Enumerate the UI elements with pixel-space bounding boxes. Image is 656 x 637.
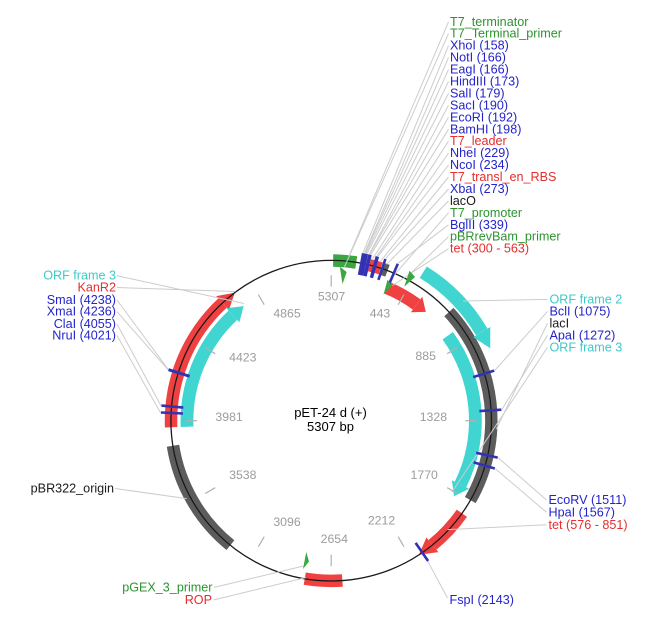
svg-text:XmaI (4236): XmaI (4236): [47, 305, 116, 319]
svg-text:BamHI (198): BamHI (198): [450, 122, 521, 136]
svg-text:HindIII (173): HindIII (173): [450, 75, 519, 89]
svg-text:EcoRV (1511): EcoRV (1511): [549, 493, 627, 507]
svg-text:1770: 1770: [411, 468, 439, 482]
svg-text:tet (300 - 563): tet (300 - 563): [450, 242, 529, 256]
svg-text:EcoRI (192): EcoRI (192): [450, 110, 517, 124]
svg-text:2212: 2212: [368, 514, 396, 528]
svg-text:SacI (190): SacI (190): [450, 98, 508, 112]
svg-text:5307: 5307: [318, 290, 346, 304]
svg-text:NcoI (234): NcoI (234): [450, 158, 509, 172]
svg-text:SalI (179): SalI (179): [450, 86, 505, 100]
svg-text:SmaI (4238): SmaI (4238): [47, 293, 116, 307]
svg-text:ORF frame 3: ORF frame 3: [550, 340, 623, 354]
svg-text:XhoI (158): XhoI (158): [450, 39, 509, 53]
svg-text:lacI: lacI: [550, 316, 570, 330]
svg-text:4423: 4423: [229, 351, 257, 365]
svg-text:BglII (339): BglII (339): [450, 218, 508, 232]
svg-text:EagI (166): EagI (166): [450, 63, 509, 77]
svg-text:T7_promoter: T7_promoter: [450, 206, 522, 220]
svg-text:pET-24 d (+): pET-24 d (+): [294, 405, 367, 420]
svg-text:3538: 3538: [229, 468, 257, 482]
svg-text:ORF frame 2: ORF frame 2: [550, 292, 623, 306]
svg-text:1328: 1328: [420, 410, 448, 424]
svg-text:HpaI (1567): HpaI (1567): [549, 505, 616, 519]
svg-text:443: 443: [370, 306, 391, 320]
svg-text:3981: 3981: [215, 410, 243, 424]
svg-text:lacO: lacO: [450, 194, 476, 208]
svg-text:T7_transl_en_RBS: T7_transl_en_RBS: [450, 170, 556, 184]
svg-text:885: 885: [415, 349, 436, 363]
svg-text:BclI (1075): BclI (1075): [550, 304, 611, 318]
svg-text:ClaI (4055): ClaI (4055): [54, 317, 116, 331]
svg-text:ROP: ROP: [185, 593, 212, 607]
svg-text:2654: 2654: [321, 532, 349, 546]
svg-text:ApaI (1272): ApaI (1272): [550, 328, 616, 342]
svg-text:NheI (229): NheI (229): [450, 146, 510, 160]
svg-text:3096: 3096: [273, 515, 301, 529]
svg-text:XbaI (273): XbaI (273): [450, 182, 509, 196]
svg-text:FspI (2143): FspI (2143): [450, 593, 514, 607]
svg-text:pGEX_3_primer: pGEX_3_primer: [122, 580, 212, 594]
svg-text:tet (576 - 851): tet (576 - 851): [549, 518, 628, 532]
svg-text:ORF frame 3: ORF frame 3: [43, 269, 116, 283]
svg-text:NotI (166): NotI (166): [450, 51, 506, 65]
svg-text:4865: 4865: [273, 306, 301, 320]
svg-text:NruI (4021): NruI (4021): [52, 329, 116, 343]
svg-text:5307 bp: 5307 bp: [307, 419, 354, 434]
svg-text:pBRrevBam_primer: pBRrevBam_primer: [450, 230, 561, 244]
svg-text:KanR2: KanR2: [77, 281, 116, 295]
svg-text:pBR322_origin: pBR322_origin: [31, 482, 114, 496]
svg-text:T7_Terminal_primer: T7_Terminal_primer: [450, 27, 562, 41]
svg-text:T7_terminator: T7_terminator: [450, 15, 528, 29]
svg-text:T7_leader: T7_leader: [450, 134, 507, 148]
